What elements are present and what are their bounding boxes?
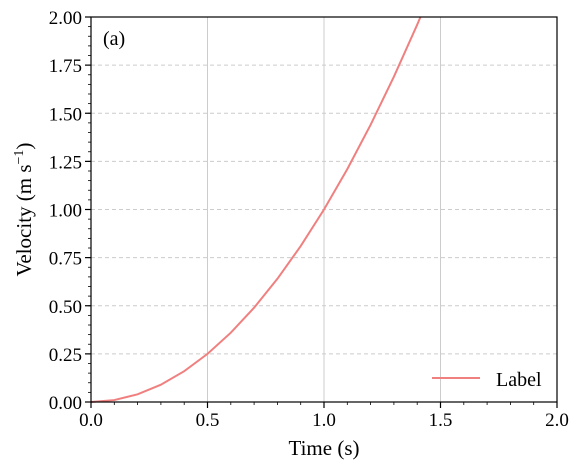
y-tick-label: 1.75 xyxy=(49,56,82,77)
grid-lines xyxy=(91,17,557,402)
y-axis-label-base: Velocity (m s xyxy=(12,164,36,276)
axes-frame xyxy=(90,16,558,403)
y-tick-label: 2.00 xyxy=(49,8,82,29)
y-axis-label-superscript: −1 xyxy=(12,150,27,165)
y-tick-label: 1.50 xyxy=(49,104,82,125)
legend: Label xyxy=(432,369,542,391)
y-tick-label: 0.00 xyxy=(49,393,82,414)
y-tick-label: 0.75 xyxy=(49,249,82,270)
y-axis-label: Velocity (m s−1) xyxy=(12,143,36,277)
x-tick-label: 1.5 xyxy=(429,410,453,431)
y-tick-label: 1.25 xyxy=(49,152,82,173)
series-line-0 xyxy=(90,16,422,403)
x-axis-label: Time (s) xyxy=(289,436,360,460)
panel-label: (a) xyxy=(103,28,125,50)
axis-ticks: 0.0 0.5 1.0 1.5 2.0 0.00 0.25 0.50 0.75 1.00 1.25 1… xyxy=(49,8,569,431)
y-tick-label: 0.50 xyxy=(49,297,82,318)
x-tick-label: 0.0 xyxy=(79,410,103,431)
x-tick-label: 1.0 xyxy=(312,410,336,431)
plot-area xyxy=(90,16,422,403)
y-axis-label-close: ) xyxy=(12,143,36,150)
x-tick-label: 2.0 xyxy=(545,410,569,431)
x-tick-label: 0.5 xyxy=(196,410,220,431)
y-tick-label: 1.00 xyxy=(49,201,82,222)
legend-entry-label: Label xyxy=(496,369,542,391)
y-tick-label: 0.25 xyxy=(49,345,82,366)
